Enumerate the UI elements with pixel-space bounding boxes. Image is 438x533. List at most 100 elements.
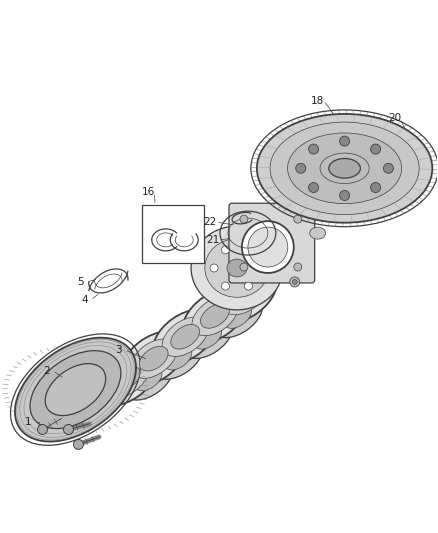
Ellipse shape [131,339,177,378]
Ellipse shape [265,261,290,283]
Circle shape [405,153,410,158]
Ellipse shape [201,306,226,328]
Ellipse shape [213,268,277,322]
Circle shape [294,263,302,271]
Ellipse shape [329,158,360,178]
Ellipse shape [137,351,162,373]
Ellipse shape [230,283,259,308]
Circle shape [309,183,318,192]
Ellipse shape [201,304,230,328]
Circle shape [371,144,381,154]
Circle shape [222,282,230,290]
Ellipse shape [221,292,247,313]
Ellipse shape [288,133,402,204]
Ellipse shape [165,347,192,370]
Ellipse shape [218,294,244,316]
Ellipse shape [245,275,270,297]
Text: 20: 20 [388,114,401,124]
Ellipse shape [310,227,326,239]
Ellipse shape [130,356,155,377]
Ellipse shape [15,338,136,441]
Ellipse shape [171,325,200,349]
Ellipse shape [255,268,280,290]
Ellipse shape [205,239,269,297]
Ellipse shape [183,288,247,343]
Ellipse shape [213,296,262,337]
Ellipse shape [227,259,247,277]
Ellipse shape [257,114,432,223]
Ellipse shape [214,296,240,318]
Ellipse shape [238,280,264,302]
Circle shape [256,264,264,272]
Ellipse shape [110,369,135,391]
Circle shape [240,263,248,271]
Ellipse shape [160,334,186,356]
Circle shape [240,215,248,223]
Ellipse shape [224,305,251,328]
Circle shape [296,163,306,173]
Circle shape [244,246,252,254]
FancyBboxPatch shape [229,203,314,283]
Ellipse shape [211,299,237,321]
Ellipse shape [187,316,213,337]
Ellipse shape [102,359,148,398]
Text: 16: 16 [141,187,155,197]
Circle shape [309,144,318,154]
Ellipse shape [184,317,233,358]
Circle shape [38,424,48,434]
Ellipse shape [94,351,158,406]
Ellipse shape [241,278,267,300]
Ellipse shape [194,311,220,333]
Ellipse shape [235,282,260,304]
Ellipse shape [154,338,203,379]
Circle shape [292,279,297,285]
Ellipse shape [231,285,257,306]
Ellipse shape [135,368,162,391]
Ellipse shape [45,364,106,416]
Ellipse shape [248,273,274,295]
Circle shape [244,282,252,290]
Ellipse shape [191,313,216,335]
Ellipse shape [180,320,206,342]
Ellipse shape [162,317,208,357]
Circle shape [410,163,419,173]
Text: 18: 18 [311,95,324,106]
Text: 1: 1 [25,416,32,426]
Ellipse shape [120,362,145,384]
Ellipse shape [157,336,183,358]
Ellipse shape [111,366,140,391]
Ellipse shape [103,374,128,396]
Ellipse shape [170,327,196,349]
Ellipse shape [113,367,139,389]
Ellipse shape [147,344,173,366]
Text: 21: 21 [206,235,219,245]
FancyBboxPatch shape [142,205,204,263]
Ellipse shape [204,303,230,325]
Text: 2: 2 [43,366,50,376]
Ellipse shape [124,359,173,400]
Ellipse shape [144,346,169,368]
Ellipse shape [225,289,250,311]
Circle shape [412,166,417,171]
Text: 5: 5 [77,277,84,287]
Circle shape [222,246,230,254]
Circle shape [403,150,413,160]
Circle shape [371,183,381,192]
Ellipse shape [127,358,152,379]
Ellipse shape [194,326,222,349]
Ellipse shape [208,301,233,323]
Circle shape [64,424,74,434]
Ellipse shape [191,226,283,310]
Ellipse shape [270,122,419,215]
Ellipse shape [192,296,238,336]
Ellipse shape [177,322,203,344]
Ellipse shape [122,332,186,386]
Ellipse shape [153,310,217,364]
Circle shape [384,163,393,173]
Ellipse shape [30,351,121,429]
Circle shape [339,136,350,146]
Circle shape [74,439,83,449]
Ellipse shape [242,221,294,273]
Ellipse shape [123,360,149,382]
Ellipse shape [251,270,277,292]
